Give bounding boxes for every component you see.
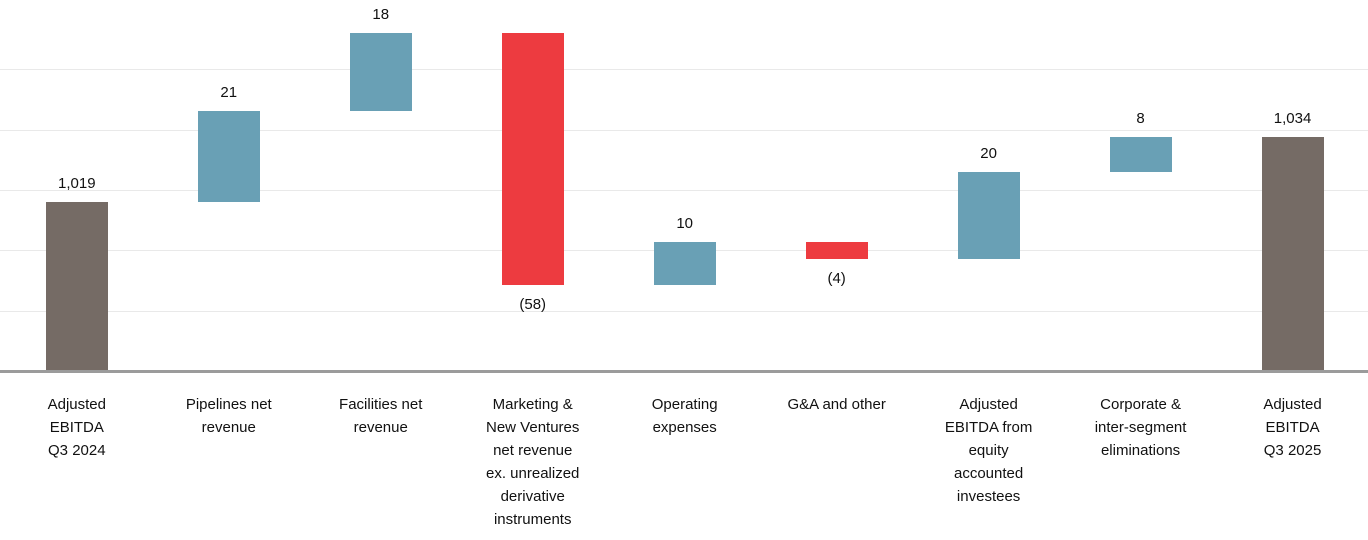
- waterfall-bar-7: [957, 172, 1020, 259]
- waterfall-bar-4: [501, 33, 564, 285]
- waterfall-bar-2: [197, 111, 260, 203]
- waterfall-bar-9: [1261, 137, 1324, 370]
- bar-value-label: 1,034: [1273, 110, 1312, 128]
- category-label: Adjusted EBITDA from equity accounted in…: [944, 396, 1033, 505]
- category-label: Operating expenses: [651, 396, 718, 436]
- bar-value-label: (58): [519, 295, 547, 313]
- category-label: G&A and other: [787, 396, 886, 413]
- bar-value-label: 21: [220, 84, 238, 102]
- gridline: [0, 190, 1368, 191]
- category-label: Corporate & inter-segment eliminations: [1094, 396, 1187, 459]
- waterfall-bar-5: [653, 241, 716, 285]
- category-label: Pipelines net revenue: [185, 396, 272, 436]
- waterfall-bar-6: [805, 241, 868, 259]
- gridline: [0, 69, 1368, 70]
- waterfall-bar-8: [1109, 137, 1172, 173]
- bar-value-label: 8: [1136, 110, 1145, 128]
- category-label: Facilities net revenue: [339, 396, 423, 436]
- gridline: [0, 130, 1368, 131]
- x-axis-line: [0, 370, 1368, 373]
- waterfall-bar-1: [45, 202, 108, 370]
- category-label: Marketing & New Ventures net revenue ex.…: [486, 396, 580, 528]
- bar-value-label: 10: [676, 214, 694, 232]
- gridline: [0, 311, 1368, 312]
- bar-value-label: 1,019: [58, 175, 96, 193]
- bar-value-label: (4): [827, 269, 846, 287]
- bar-value-label: 18: [372, 6, 390, 24]
- bar-value-label: 20: [980, 145, 997, 163]
- waterfall-bar-3: [349, 33, 412, 112]
- category-label: Adjusted EBITDA Q3 2025: [1263, 396, 1322, 459]
- category-label: Adjusted EBITDA Q3 2024: [47, 396, 106, 459]
